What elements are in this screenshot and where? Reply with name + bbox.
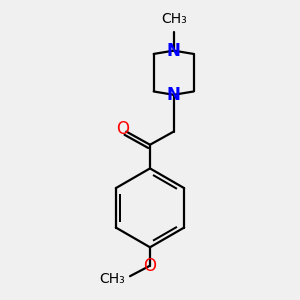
Text: O: O (116, 120, 129, 138)
Text: N: N (167, 86, 181, 104)
Text: CH₃: CH₃ (99, 272, 125, 286)
Text: O: O (143, 257, 157, 275)
Text: CH₃: CH₃ (161, 12, 187, 26)
Text: N: N (167, 42, 181, 60)
